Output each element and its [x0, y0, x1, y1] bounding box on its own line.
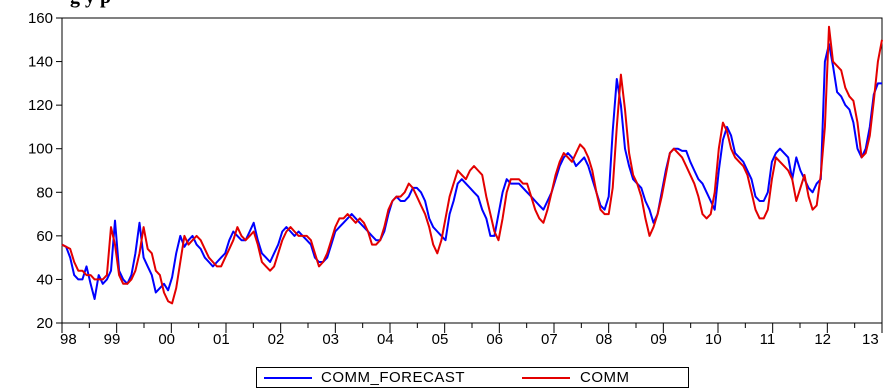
x-tick-label: 11 [760, 331, 776, 348]
y-tick-label: 80 [36, 184, 53, 201]
x-tick-label: 10 [705, 331, 722, 348]
x-tick-label: 09 [650, 331, 667, 348]
y-tick-label: 100 [28, 141, 53, 158]
legend-swatch-forecast [264, 377, 312, 379]
y-tick-label: 160 [28, 10, 53, 27]
x-axis: 98 99 00 01 02 03 04 05 06 07 08 09 10 11 12 13 [60, 323, 883, 348]
x-tick-label: 06 [486, 331, 503, 348]
y-tick-label: 140 [28, 54, 53, 71]
x-tick-label: 00 [158, 331, 175, 348]
chart-title-fragment: g y p [70, 0, 111, 9]
y-axis: 20 40 60 80 100 120 140 160 [28, 10, 62, 332]
x-tick-label: 01 [213, 331, 230, 348]
x-tick-label: 04 [377, 331, 394, 348]
legend: COMM_FORECAST COMM [256, 367, 689, 388]
legend-label-comm: COMM [580, 369, 630, 386]
x-tick-label: 07 [541, 331, 558, 348]
y-tick-label: 60 [36, 228, 53, 245]
y-tick-label: 40 [36, 271, 53, 288]
x-tick-label: 13 [862, 331, 879, 348]
x-tick-label: 98 [60, 331, 77, 348]
series-lines [61, 25, 883, 305]
legend-swatch-comm [522, 377, 570, 379]
x-tick-label: 12 [814, 331, 831, 348]
x-tick-label: 02 [268, 331, 285, 348]
x-tick-label: 08 [596, 331, 613, 348]
legend-label-forecast: COMM_FORECAST [321, 369, 466, 386]
plot-frame [61, 17, 883, 324]
y-tick-label: 20 [36, 315, 53, 332]
series-line-comm [61, 25, 883, 305]
y-tick-label: 120 [28, 97, 53, 114]
x-tick-label: 05 [432, 331, 449, 348]
x-tick-label: 99 [104, 331, 121, 348]
series-line-comm-forecast [61, 43, 882, 300]
x-tick-label: 03 [322, 331, 339, 348]
